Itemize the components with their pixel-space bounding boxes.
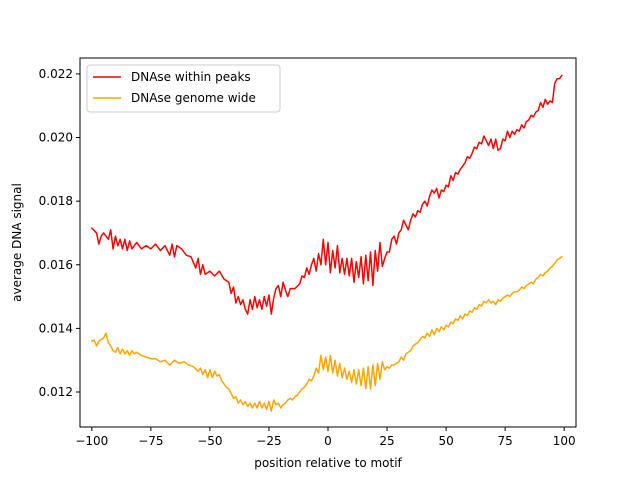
series-line-1 <box>90 255 563 412</box>
y-tick-label: 0.016 <box>39 258 73 272</box>
x-tick-label: 0 <box>324 434 332 448</box>
legend-label-1: DNAse genome wide <box>131 91 256 105</box>
x-axis-ticks: −100 −75 −50 −25 0 25 50 75 100 <box>75 427 576 448</box>
x-tick-label: −50 <box>197 434 222 448</box>
y-tick-label: 0.012 <box>39 385 73 399</box>
legend-box <box>86 64 281 113</box>
y-axis-ticks: 0.012 0.014 0.016 0.018 0.020 0.022 <box>39 67 80 399</box>
x-tick-label: −75 <box>138 434 163 448</box>
x-axis-label: position relative to motif <box>254 456 402 470</box>
x-tick-label: 75 <box>498 434 513 448</box>
series-line-0 <box>90 74 563 315</box>
legend-label-0: DNAse within peaks <box>131 70 251 84</box>
x-tick-label: 100 <box>553 434 576 448</box>
series-layer <box>90 74 563 412</box>
legend: DNAse within peaks DNAse genome wide <box>86 64 281 113</box>
y-axis-label: average DNA signal <box>10 183 24 302</box>
plot-frame <box>79 57 577 428</box>
x-tick-label: −100 <box>75 434 108 448</box>
y-tick-label: 0.022 <box>39 67 73 81</box>
y-tick-label: 0.020 <box>39 131 73 145</box>
y-tick-label: 0.014 <box>39 321 73 335</box>
x-tick-label: 50 <box>438 434 453 448</box>
x-tick-label: −25 <box>256 434 281 448</box>
y-tick-label: 0.018 <box>39 194 73 208</box>
x-tick-label: 25 <box>379 434 394 448</box>
